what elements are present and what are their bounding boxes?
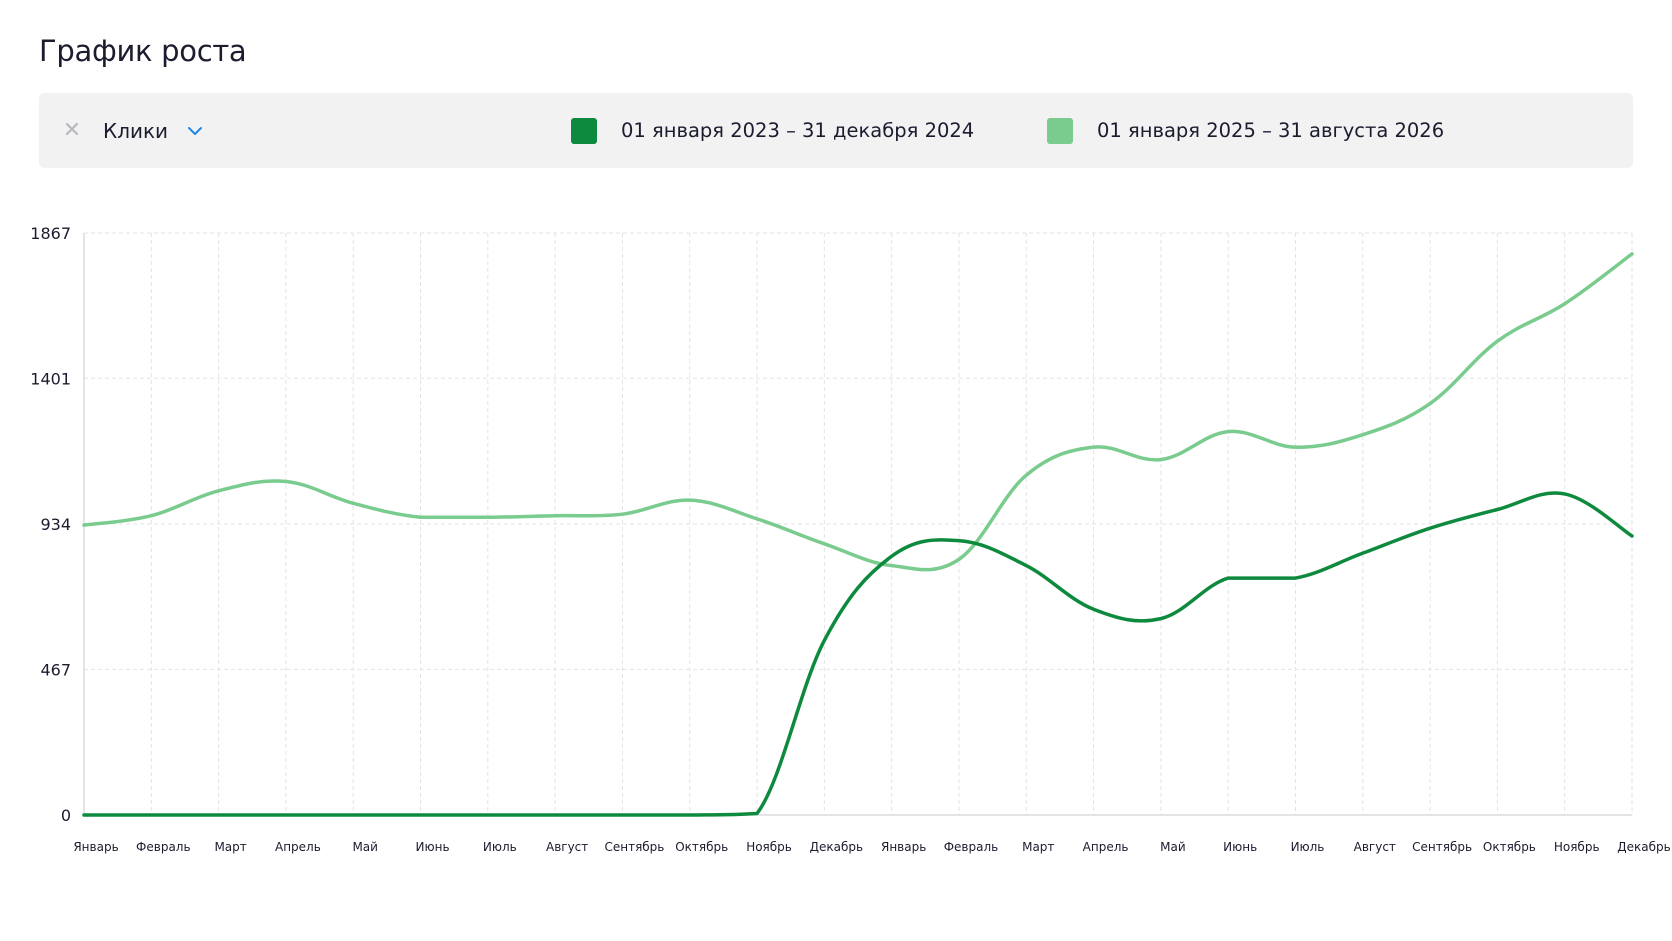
x-tick-label: Июль (483, 840, 517, 854)
x-tick-label: Февраль (944, 840, 999, 854)
x-tick-label: Май (1160, 840, 1186, 854)
series-line-period-1 (82, 491, 1634, 817)
y-tick-label: 467 (40, 660, 71, 679)
x-tick-label: Март (1022, 840, 1054, 854)
page-title: График роста (39, 34, 247, 68)
legend-item-period-2[interactable]: 01 января 2025 – 31 августа 2026 (1047, 93, 1444, 168)
x-tick-label: Сентябрь (1412, 840, 1472, 854)
x-tick-label: Май (352, 840, 378, 854)
x-tick-label: Январь (881, 840, 926, 854)
y-tick-label: 1867 (30, 224, 71, 243)
legend-swatch-period-2 (1047, 117, 1073, 144)
x-tick-label: Сентябрь (604, 840, 664, 854)
y-tick-label: 0 (61, 806, 71, 825)
x-tick-label: Декабрь (1617, 840, 1670, 854)
line-chart: 1867 1401 934 467 0 Январь Февраль Март Апрель Ма… (30, 224, 1670, 854)
x-tick-label: Октябрь (1483, 840, 1536, 854)
x-tick-label: Декабрь (810, 840, 863, 854)
x-tick-label: Октябрь (675, 840, 728, 854)
metric-selector[interactable]: ✕ Клики (61, 93, 204, 168)
x-tick-label: Июль (1291, 840, 1325, 854)
series-line-period-2 (82, 252, 1634, 572)
x-tick-label: Июнь (1223, 840, 1257, 854)
chevron-down-icon[interactable] (186, 122, 204, 140)
x-tick-label: Февраль (136, 840, 191, 854)
metric-label: Клики (103, 118, 169, 143)
y-tick-label: 934 (40, 515, 71, 534)
legend-swatch-period-1 (571, 117, 597, 144)
x-tick-label: Август (1354, 840, 1396, 854)
x-tick-label: Август (546, 840, 588, 854)
legend-label-period-1: 01 января 2023 – 31 декабря 2024 (621, 119, 975, 142)
close-icon[interactable]: ✕ (62, 117, 82, 143)
x-tick-label: Январь (73, 840, 118, 854)
x-tick-label: Ноябрь (1554, 840, 1600, 854)
legend-label-period-2: 01 января 2025 – 31 августа 2026 (1097, 119, 1445, 142)
x-tick-label: Ноябрь (746, 840, 792, 854)
y-tick-label: 1401 (30, 369, 71, 388)
x-tick-label: Апрель (275, 840, 321, 854)
legend-item-period-1[interactable]: 01 января 2023 – 31 декабря 2024 (571, 93, 974, 168)
chart-toolbar: ✕ Клики 01 января 2023 – 31 декабря 2024… (39, 93, 1633, 168)
x-tick-label: Март (214, 840, 246, 854)
x-tick-label: Июнь (416, 840, 450, 854)
x-tick-label: Апрель (1083, 840, 1129, 854)
